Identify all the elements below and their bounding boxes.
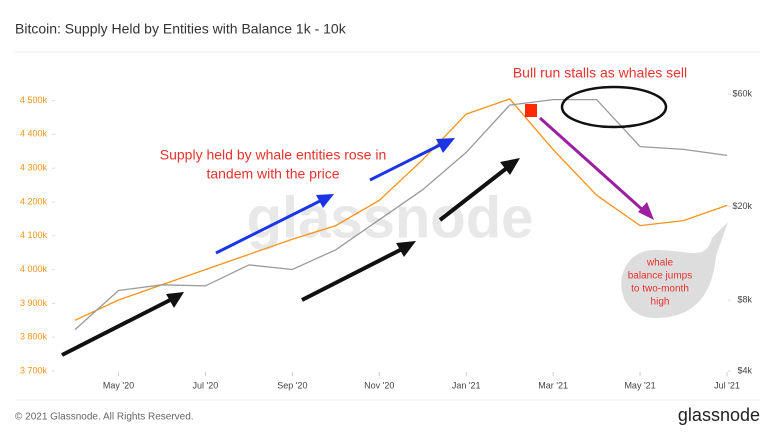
arrow-head [316, 194, 334, 208]
highlight-ellipse [560, 85, 668, 129]
y-tick-label: 4 000k [20, 264, 48, 274]
y-tick-label: 4 400k [20, 129, 48, 139]
annotation: whale [646, 258, 674, 269]
x-tick-label: Jul '21 [714, 380, 740, 390]
y-tick-label: 3 700k [20, 365, 48, 375]
x-tick-label: Jul '20 [193, 380, 219, 390]
arrow [369, 140, 447, 182]
y2-tick-label: $8k [737, 295, 752, 305]
annotation: Supply held by whale entities rose in [160, 147, 386, 163]
y2-tick-label: $20k [732, 201, 752, 211]
arrow [438, 162, 514, 222]
x-tick-label: Nov '20 [364, 380, 394, 390]
y2-tick-label: $4k [737, 365, 752, 375]
arrow [61, 294, 179, 357]
x-tick-label: Jan '21 [452, 380, 481, 390]
annotation: high [651, 297, 670, 308]
watermark: glassnode [247, 185, 534, 250]
y-tick-label: 4 500k [20, 95, 48, 105]
arrow [301, 244, 409, 302]
y-tick-label: 4 200k [20, 196, 48, 206]
annotation: tandem with the price [206, 166, 339, 182]
annotation: Bull run stalls as whales sell [513, 65, 687, 81]
arrow [538, 116, 647, 214]
annotation: to two-month [631, 284, 689, 295]
x-tick-label: Mar '21 [538, 380, 568, 390]
arrow-head [638, 202, 654, 220]
arrow [215, 196, 327, 255]
arrow-head [166, 292, 184, 308]
x-tick-label: Sep '20 [277, 380, 307, 390]
x-tick-label: May '20 [103, 380, 134, 390]
y-tick-label: 4 100k [20, 230, 48, 240]
series-line [74, 98, 728, 321]
logo: glassnode [678, 405, 760, 425]
arrow-head [500, 158, 520, 175]
y-tick-label: 4 300k [20, 163, 48, 173]
annotation: balance jumps [628, 271, 692, 282]
footer: © 2021 Glassnode. All Rights Reserved. [15, 412, 194, 423]
y-tick-label: 3 900k [20, 298, 48, 308]
arrow-head [396, 241, 416, 257]
y-tick-label: 3 800k [20, 332, 48, 342]
chart-title: Bitcoin: Supply Held by Entities with Ba… [15, 21, 347, 37]
arrow-head [436, 138, 455, 153]
marker [525, 104, 537, 117]
callout [621, 222, 728, 318]
x-tick-label: May '21 [624, 380, 655, 390]
y2-tick-label: $60k [732, 89, 752, 99]
series-line [74, 98, 728, 331]
